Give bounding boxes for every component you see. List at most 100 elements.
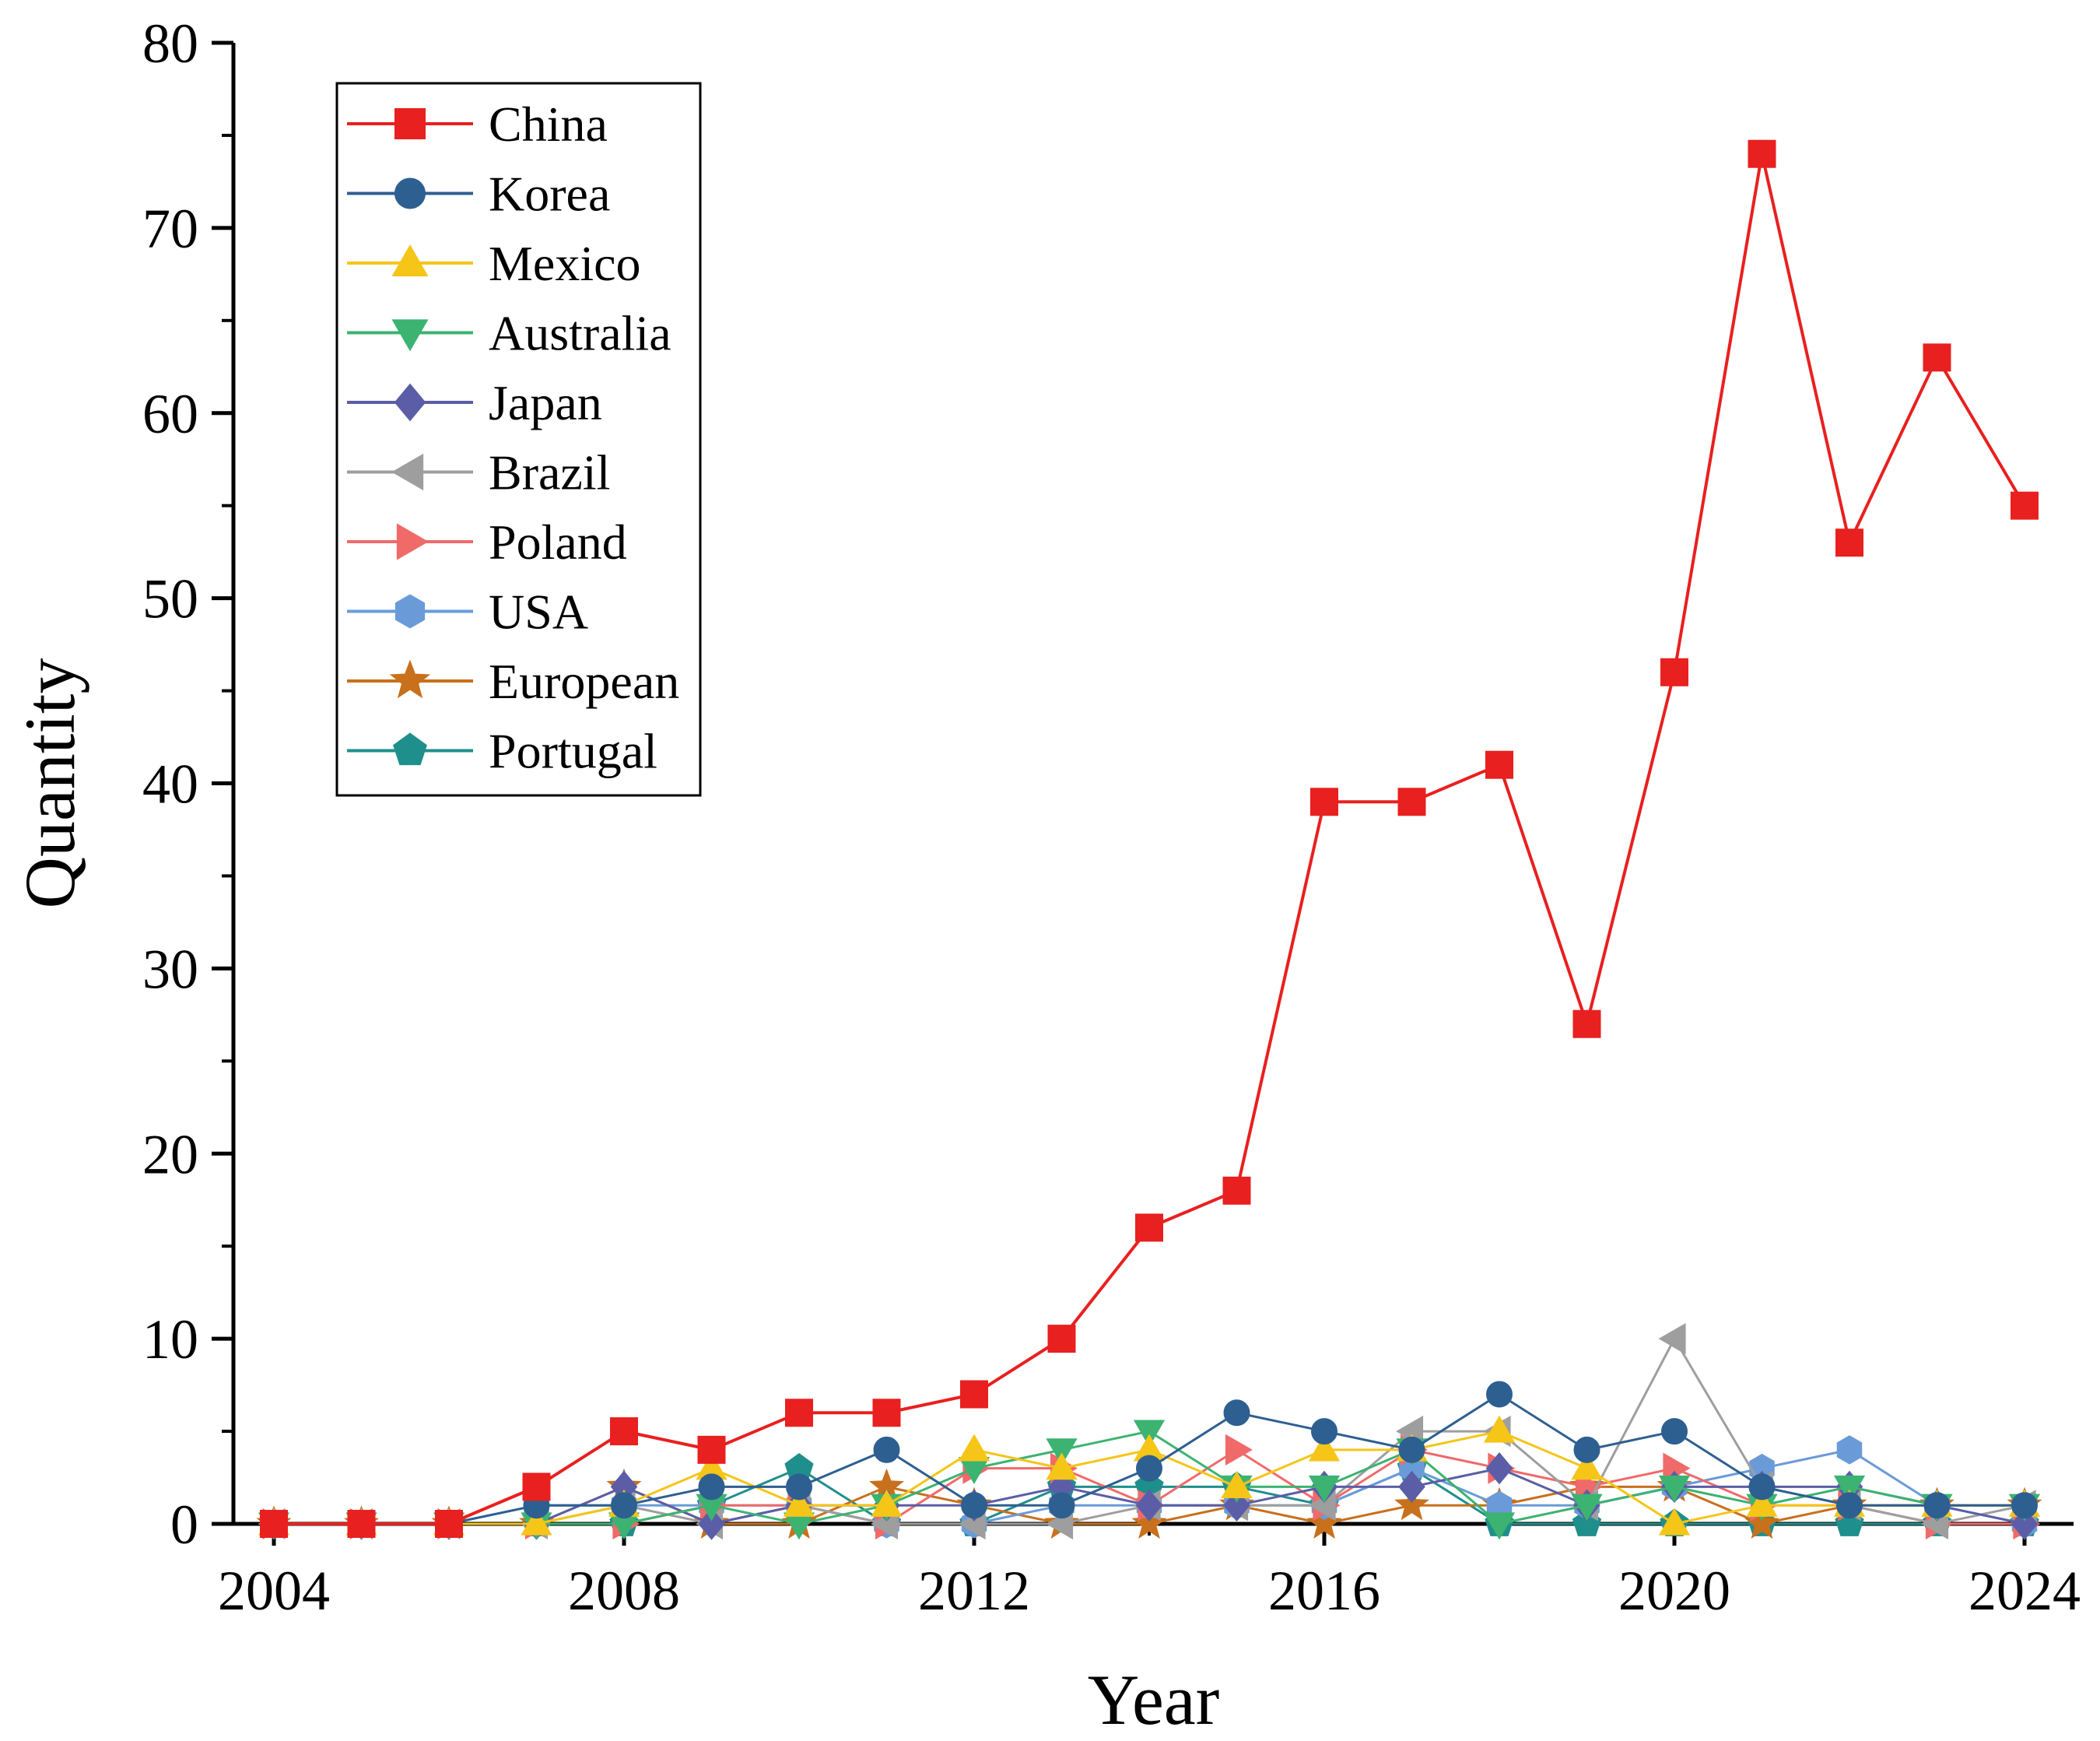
- data-point-korea: [1923, 1492, 1951, 1519]
- legend-marker: [391, 319, 429, 352]
- data-point-european: [1394, 1487, 1429, 1521]
- data-point-japan: [698, 1508, 725, 1540]
- data-point-mexico: [958, 1434, 990, 1462]
- axes: 0 10 20 30 40 50 60 70 80 2004 2008 2012 2016 2020 202…: [142, 12, 2081, 1622]
- data-point-korea: [2011, 1492, 2038, 1519]
- data-point-korea: [1661, 1418, 1688, 1445]
- data-point-china: [1835, 528, 1863, 557]
- x-tick-label: 2024: [1969, 1560, 2081, 1622]
- y-tick-label: 40: [142, 753, 198, 816]
- legend-marker: [394, 108, 426, 139]
- data-point-china: [1748, 139, 1776, 168]
- data-point-australia: [1571, 1494, 1603, 1522]
- data-point-korea: [1748, 1473, 1776, 1501]
- legend-item-japan: Japan: [347, 375, 602, 430]
- data-point-korea: [611, 1492, 637, 1519]
- legend-item-european: European: [347, 654, 679, 709]
- data-point-korea: [1048, 1492, 1075, 1519]
- data-point-china: [1047, 1325, 1076, 1353]
- data-point-australia: [1483, 1512, 1516, 1540]
- y-axis-title: Quantity: [10, 658, 89, 909]
- y-tick-label: 30: [142, 938, 198, 1000]
- data-point-australia: [1833, 1475, 1866, 1503]
- legend-marker: [389, 659, 431, 699]
- legend-item-brazil: Brazil: [347, 445, 610, 500]
- legend-item-portugal: Portugal: [347, 724, 657, 779]
- data-point-china: [1397, 788, 1426, 816]
- data-point-mexico: [1658, 1508, 1691, 1536]
- data-point-australia: [1308, 1475, 1341, 1503]
- x-tick-label: 2008: [568, 1560, 680, 1622]
- data-point-china: [1660, 658, 1688, 686]
- data-point-japan: [1223, 1489, 1250, 1522]
- data-point-china: [960, 1380, 988, 1409]
- data-point-china: [610, 1417, 638, 1446]
- data-point-korea: [961, 1492, 987, 1519]
- data-point-china: [1222, 1176, 1251, 1205]
- x-tick-label: 2020: [1618, 1560, 1730, 1622]
- legend-label: China: [489, 97, 608, 152]
- data-point-mexico: [783, 1489, 815, 1517]
- legend-label: Portugal: [489, 724, 657, 779]
- data-point-european: [1744, 1505, 1779, 1539]
- data-point-mexico: [871, 1489, 903, 1517]
- data-point-mexico: [1483, 1415, 1516, 1443]
- y-tick-label: 20: [142, 1123, 198, 1185]
- data-point-china: [435, 1510, 463, 1538]
- legend: China Korea Mexico Australia Japan Brazil Pola…: [335, 82, 702, 797]
- data-point-china: [697, 1435, 726, 1464]
- data-point-korea: [698, 1473, 725, 1501]
- data-point-korea: [1398, 1436, 1425, 1463]
- legend-marker: [396, 523, 429, 560]
- legend-label: Japan: [489, 375, 602, 430]
- data-point-mexico: [1221, 1471, 1253, 1499]
- data-point-poland: [1225, 1434, 1253, 1465]
- data-point-china: [2011, 491, 2039, 520]
- data-point-china: [347, 1510, 376, 1538]
- legend-label: USA: [489, 584, 588, 640]
- legend-label: Australia: [489, 306, 671, 361]
- x-tick-label: 2016: [1268, 1560, 1380, 1622]
- data-point-european: [1306, 1505, 1342, 1539]
- legend-label: European: [489, 654, 679, 709]
- data-point-china: [1485, 750, 1513, 779]
- series-china: [260, 139, 2039, 1538]
- legend-item-australia: Australia: [347, 306, 671, 361]
- data-point-china: [1135, 1213, 1163, 1242]
- data-point-china: [1310, 788, 1338, 816]
- y-tick-label: 10: [142, 1308, 198, 1371]
- y-tick-label: 0: [170, 1494, 198, 1556]
- legend-marker: [391, 453, 424, 491]
- legend-item-poland: Poland: [347, 514, 627, 570]
- y-tick-label: 80: [142, 12, 198, 75]
- legend-marker: [391, 244, 429, 277]
- data-point-brazil: [1658, 1322, 1686, 1355]
- data-point-mexico: [1308, 1434, 1341, 1462]
- y-tick-label: 60: [142, 383, 198, 445]
- data-point-japan: [1398, 1470, 1425, 1504]
- data-point-australia: [1133, 1420, 1166, 1448]
- data-point-china: [872, 1399, 901, 1427]
- legend-item-mexico: Mexico: [347, 236, 641, 291]
- y-tick-label: 70: [142, 198, 198, 260]
- data-point-china: [260, 1510, 288, 1538]
- data-point-korea: [873, 1436, 900, 1463]
- legend-item-usa: USA: [347, 584, 588, 640]
- legend-marker: [394, 594, 426, 629]
- data-point-mexico: [521, 1508, 552, 1536]
- data-point-european: [1131, 1505, 1167, 1539]
- data-point-usa: [1836, 1435, 1863, 1465]
- data-point-korea: [1311, 1418, 1337, 1445]
- data-point-mexico: [1046, 1452, 1078, 1480]
- data-point-australia: [1046, 1438, 1078, 1466]
- data-point-japan: [1135, 1489, 1163, 1522]
- data-point-mexico: [1746, 1489, 1778, 1517]
- legend-item-korea: Korea: [347, 167, 610, 222]
- data-point-japan: [1485, 1451, 1513, 1485]
- data-point-korea: [786, 1473, 812, 1501]
- x-tick-label: 2004: [218, 1560, 330, 1622]
- data-point-korea: [1223, 1399, 1250, 1427]
- legend-label: Korea: [489, 167, 610, 222]
